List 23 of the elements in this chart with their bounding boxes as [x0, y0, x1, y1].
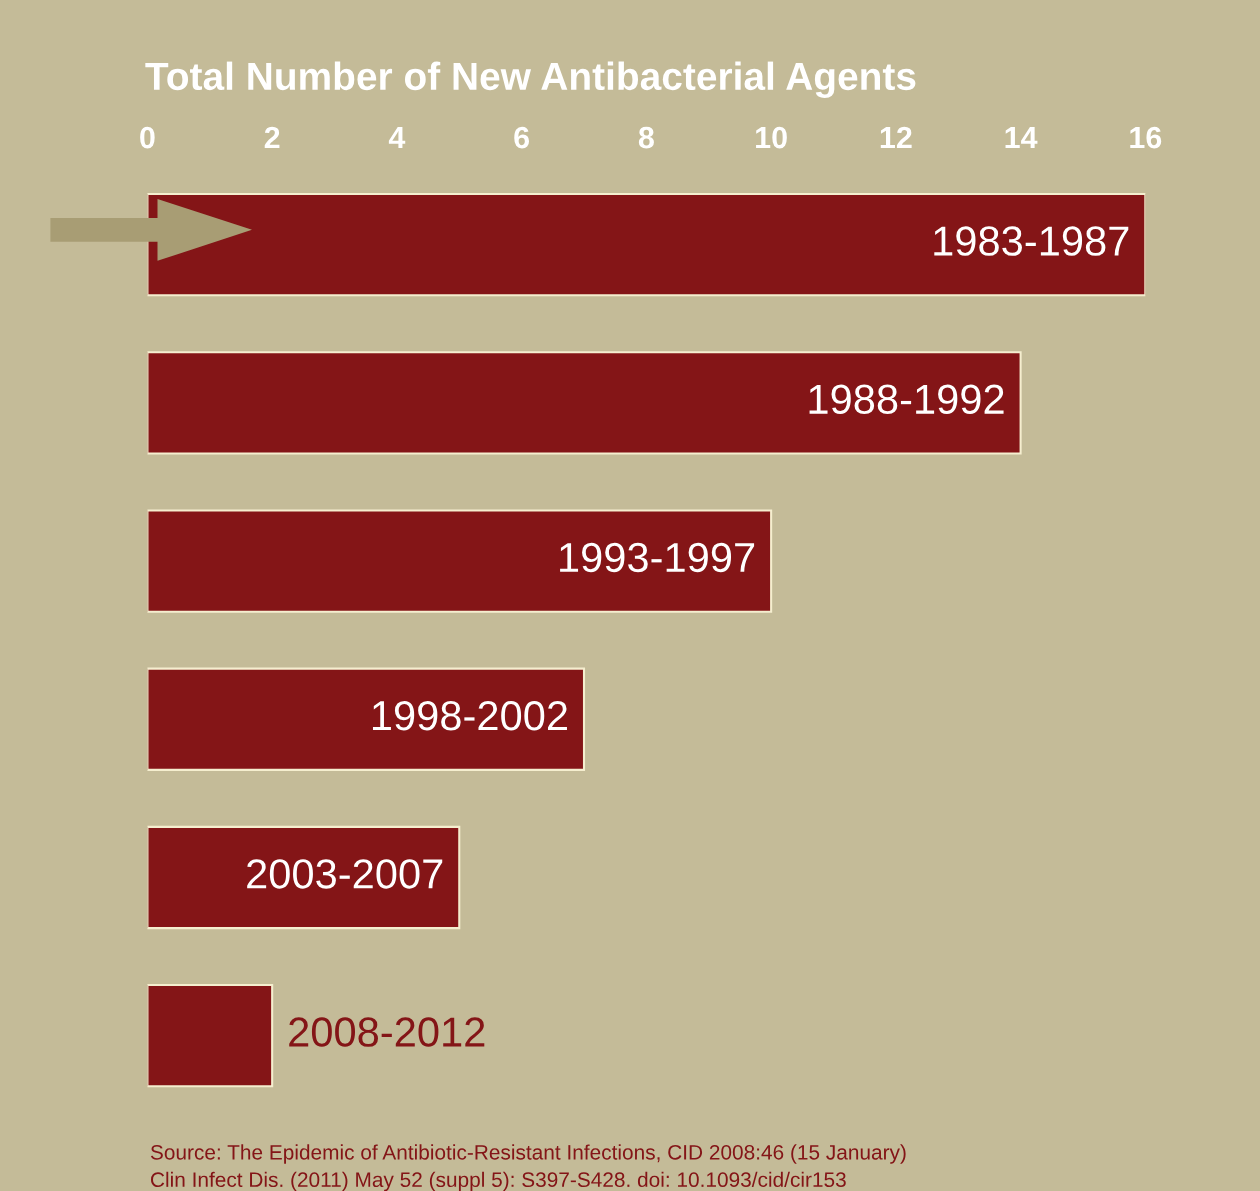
y-tick-label: 1998-2002: [372, 700, 567, 731]
x-tick-label: 8: [638, 126, 654, 149]
x-tick-label: 16: [1130, 126, 1162, 149]
x-tick-label: 12: [880, 126, 912, 149]
x-tick-label: 14: [1005, 127, 1038, 149]
x-tick-label: 0: [140, 126, 155, 149]
bar: [147, 667, 586, 771]
y-tick-label: 1993-1997: [560, 542, 755, 573]
source-note: Source: The Epidemic of Antibiotic-Resistant Infections, CID 2008:46 (15 January): [150, 1144, 906, 1164]
x-tick-label: 10: [756, 126, 787, 149]
bar: [147, 984, 274, 1088]
x-tick-label: 4: [388, 127, 406, 149]
x-tick-label: 2: [264, 126, 280, 149]
bar: [147, 509, 773, 613]
chart-title: Total Number of New Antibacterial Agents: [145, 61, 916, 99]
bar: [147, 351, 1022, 455]
y-tick-label: 2008-2012: [289, 1017, 485, 1047]
x-tick-label: 6: [514, 126, 530, 149]
y-tick-label: 2003-2007: [247, 859, 443, 889]
text: Clin Infect Dis. (2011) May 52 (suppl 5): S397-S428. doi: 10.1093/cid/cir153: [151, 1171, 846, 1191]
y-tick-label: 1983-1987: [934, 226, 1129, 256]
bar: [147, 825, 461, 930]
y-tick-label: 1988-1992: [809, 384, 1004, 415]
